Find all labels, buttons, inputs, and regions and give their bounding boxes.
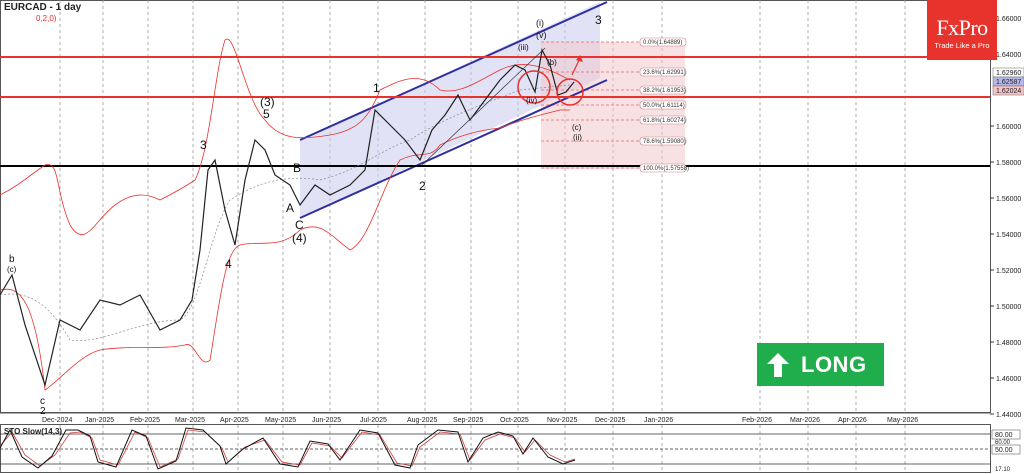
svg-text:Dec-2024: Dec-2024 (42, 417, 72, 424)
svg-text:1.56000: 1.56000 (996, 196, 1021, 203)
svg-text:1.64000: 1.64000 (996, 52, 1021, 59)
svg-text:(iii): (iii) (518, 43, 529, 52)
time-axis: Dec-2024 Jan-2025 Feb-2025 Mar-2025 Apr-2025… (42, 417, 918, 424)
fib-labels: 0.0%(1.64889) 23.6%(1.62991) 38.2%(1.61953… (639, 37, 689, 173)
stochastic-oscillator (0, 427, 990, 470)
svg-text:(3): (3) (260, 95, 275, 109)
svg-text:3: 3 (595, 13, 602, 27)
svg-text:80.00: 80.00 (995, 432, 1013, 439)
svg-text:Aug-2025: Aug-2025 (407, 417, 437, 424)
svg-text:(b): (b) (547, 58, 557, 67)
svg-text:5: 5 (263, 107, 270, 121)
signal-label: LONG (801, 351, 867, 377)
svg-text:B: B (293, 161, 301, 175)
svg-text:50.00: 50.00 (995, 447, 1013, 454)
bollinger-lower (0, 109, 570, 391)
price-series (0, 48, 575, 388)
svg-text:61.8%(1.60274): 61.8%(1.60274) (643, 118, 686, 124)
wave-iv-circle (517, 70, 551, 104)
bollinger-upper (0, 38, 571, 235)
price-tags: 1.62960 1.62587 1.62024 (992, 67, 1024, 96)
svg-text:(v): (v) (536, 30, 547, 40)
svg-text:23.6%(1.62991): 23.6%(1.62991) (643, 70, 686, 76)
channel-lower-line[interactable] (299, 79, 608, 219)
long-signal-badge: LONG (757, 343, 884, 386)
svg-text:4: 4 (225, 257, 232, 271)
svg-text:Apr-2026: Apr-2026 (838, 417, 867, 424)
svg-text:1.46000: 1.46000 (996, 376, 1021, 383)
price-axis: 1.66000 1.64000 1.60000 1.58000 1.56000 1.540… (990, 16, 1021, 419)
svg-text:(iv): (iv) (526, 96, 537, 105)
svg-text:c: c (40, 396, 45, 407)
logo-brand: FxPro (936, 15, 988, 40)
logo-tagline: Trade Like a Pro (934, 41, 990, 50)
target-arrow (571, 57, 581, 76)
svg-text:(c): (c) (572, 123, 582, 132)
svg-text:1.44000: 1.44000 (996, 412, 1021, 419)
fxpro-logo: FxPro Trade Like a Pro (927, 0, 997, 60)
chart-title: EURCAD - 1 day (4, 2, 82, 13)
bollinger-mid (0, 84, 571, 342)
svg-text:1.62024: 1.62024 (996, 88, 1021, 95)
svg-text:78.6%(1.59080): 78.6%(1.59080) (643, 139, 686, 145)
svg-text:Mar-2025: Mar-2025 (175, 417, 205, 424)
svg-text:1.52000: 1.52000 (996, 268, 1021, 275)
svg-text:(ii): (ii) (573, 133, 582, 142)
svg-text:Dec-2025: Dec-2025 (595, 417, 625, 424)
svg-text:Jul-2025: Jul-2025 (360, 417, 387, 424)
svg-text:C: C (295, 218, 304, 232)
oscillator-title: STO Slow(14,3) (4, 427, 63, 436)
svg-text:2: 2 (419, 179, 426, 193)
current-support-circle (556, 78, 584, 106)
svg-text:Feb-2026: Feb-2026 (742, 417, 772, 424)
svg-text:100.0%(1.57558): 100.0%(1.57558) (643, 166, 689, 172)
svg-text:60.00: 60.00 (995, 440, 1011, 446)
channel-upper-line[interactable] (299, 1, 608, 141)
trend-line (421, 47, 546, 166)
svg-text:1.50000: 1.50000 (996, 304, 1021, 311)
svg-text:(i): (i) (536, 18, 544, 28)
up-arrow-icon (767, 352, 789, 377)
svg-text:50.0%(1.61114): 50.0%(1.61114) (643, 103, 685, 109)
wave-labels: b(c) c2 3 4 (3)5 AB C(4) 1 2 3 (i)(v) (i… (7, 13, 602, 417)
svg-text:1.60000: 1.60000 (996, 124, 1021, 131)
svg-text:0.0%(1.64889): 0.0%(1.64889) (643, 40, 682, 46)
svg-text:3: 3 (200, 138, 207, 152)
svg-text:Jan-2025: Jan-2025 (85, 417, 114, 424)
svg-text:b: b (9, 254, 15, 265)
svg-text:(c): (c) (7, 265, 17, 274)
svg-text:1.58000: 1.58000 (996, 160, 1021, 167)
oscillator-axis: 80.00 50.00 60.00 17.10 (991, 429, 1021, 473)
svg-text:(4): (4) (292, 231, 307, 245)
svg-text:1.48000: 1.48000 (996, 340, 1021, 347)
svg-text:1: 1 (373, 81, 380, 95)
svg-text:May-2026: May-2026 (887, 417, 918, 424)
oscillator-frame (0, 424, 991, 473)
svg-text:1.66000: 1.66000 (996, 16, 1021, 23)
svg-text:A: A (286, 201, 294, 215)
svg-text:1.62587: 1.62587 (996, 79, 1021, 86)
indicator-params: 0,2,0) (36, 14, 57, 23)
svg-text:Jun-2025: Jun-2025 (312, 417, 341, 424)
svg-text:Sep-2025: Sep-2025 (453, 417, 483, 424)
svg-text:May-2025: May-2025 (265, 417, 296, 424)
svg-text:Apr-2025: Apr-2025 (220, 417, 249, 424)
svg-text:Oct-2025: Oct-2025 (500, 417, 529, 424)
svg-text:17.10: 17.10 (995, 467, 1011, 473)
svg-text:1.62960: 1.62960 (996, 70, 1021, 77)
svg-text:38.2%(1.61953): 38.2%(1.61953) (643, 88, 686, 94)
svg-text:Feb-2025: Feb-2025 (130, 417, 160, 424)
svg-text:Nov-2025: Nov-2025 (547, 417, 577, 424)
svg-text:Mar-2026: Mar-2026 (790, 417, 820, 424)
svg-text:Jan-2026: Jan-2026 (644, 417, 673, 424)
svg-text:2: 2 (40, 406, 46, 417)
svg-text:1.54000: 1.54000 (996, 232, 1021, 239)
